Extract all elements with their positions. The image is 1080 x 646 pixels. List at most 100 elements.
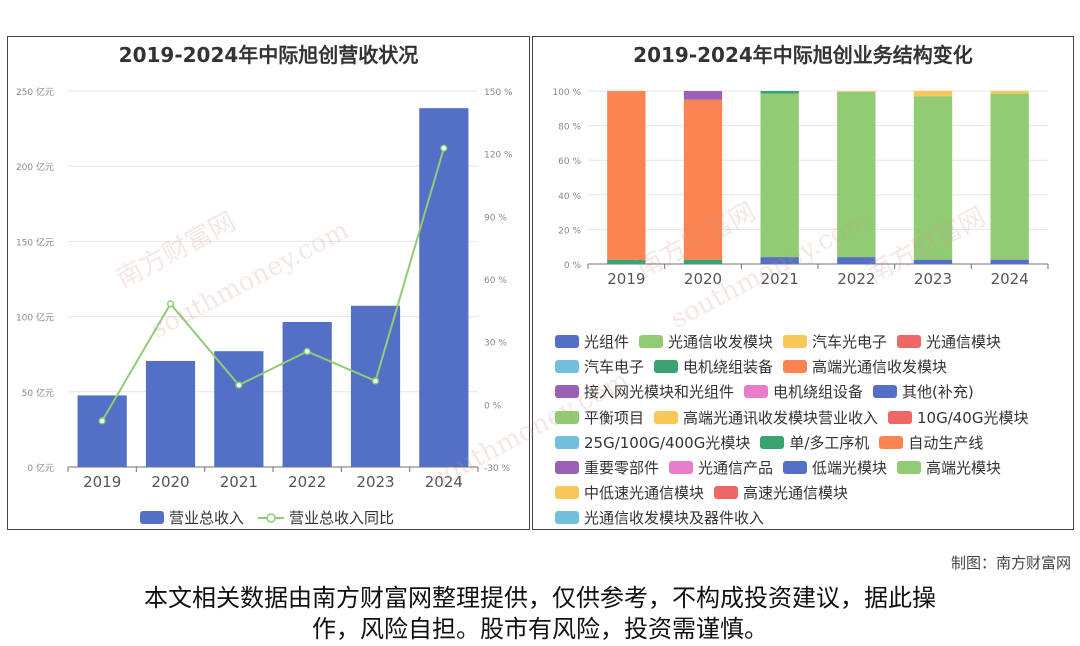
legend-swatch (897, 461, 921, 474)
legend-label: 光通信收发模块 (668, 333, 774, 351)
left-axis-tick-label: 50 亿元 (22, 387, 54, 399)
stacked-bar-segment (760, 257, 799, 264)
legend-item[interactable]: 重要零部件 (555, 457, 659, 478)
legend-swatch (744, 385, 768, 399)
legend-item[interactable]: 电机绕组装备 (654, 356, 773, 377)
revenue-bar (350, 305, 401, 467)
legend-swatch (555, 486, 579, 500)
legend-label: 单/多工序机 (789, 433, 870, 452)
legend-label: 光通信模块 (926, 333, 1002, 351)
stacked-bar-segment (837, 91, 876, 258)
left-axis-tick-label: 150 亿元 (16, 236, 54, 248)
legend-item[interactable]: 其他(补充) (873, 381, 974, 402)
legend-item[interactable]: 自动生产线 (879, 432, 983, 453)
legend-item[interactable]: 营业总收入同比 (258, 507, 394, 528)
right-axis-tick-label: -30 % (484, 464, 511, 474)
x-axis-tick-label: 2022 (288, 473, 326, 491)
legend-item[interactable]: 营业总收入 (140, 507, 244, 528)
y-axis-tick-label: 20 % (558, 226, 581, 236)
right-axis-tick-label: 0 % (484, 401, 502, 411)
stacked-bar-segment (990, 93, 1029, 260)
legend-label: 其他(补充) (902, 383, 974, 402)
legend-label: 高端光模块 (926, 459, 1002, 477)
x-axis-tick-label: 2019 (83, 473, 121, 491)
legend-item[interactable]: 电机绕组设备 (744, 381, 863, 402)
legend-item[interactable]: 高端光通信收发模块 (783, 356, 947, 377)
legend-item[interactable]: 平衡项目 (555, 407, 644, 428)
legend-swatch (760, 435, 785, 449)
y-axis-tick-label: 40 % (558, 192, 581, 202)
legend-item[interactable]: 10G/40G光模块 (888, 407, 1028, 428)
legend-label: 光通信收发模块及器件收入 (584, 509, 765, 528)
legend-item[interactable]: 光组件 (555, 331, 629, 352)
legend-item[interactable]: 光通信收发模块 (639, 331, 773, 352)
legend-swatch (897, 335, 921, 348)
legend-item[interactable]: 光通信模块 (897, 331, 1001, 352)
revenue-bar (214, 351, 264, 467)
legend-label: 电机绕组设备 (773, 383, 864, 402)
stacked-bar-segment (760, 93, 799, 258)
stacked-bar-segment (990, 259, 1029, 264)
stacked-bar-segment (607, 91, 646, 260)
x-axis-tick-label: 2023 (356, 473, 394, 491)
legend-item[interactable]: 光通信收发模块及器件收入 (555, 507, 764, 528)
legend-swatch (555, 511, 579, 525)
x-axis-tick-label: 2022 (837, 270, 875, 288)
legend-label: 高端光通讯收发模块营业收入 (683, 408, 879, 427)
x-axis-tick-label: 2024 (425, 473, 463, 491)
yoy-growth-point (303, 347, 311, 356)
legend-item[interactable]: 25G/100G/400G光模块 (555, 432, 750, 453)
legend-swatch (669, 461, 693, 474)
legend-label: 25G/100G/400G光模块 (584, 433, 751, 452)
legend-label: 汽车电子 (584, 358, 645, 377)
disclaimer-line-1: 本文相关数据由南方财富网整理提供，仅供参考，不构成投资建议，据此操 (144, 584, 936, 612)
structure-chart-svg: 0 % 20 % 40 % 60 % 80 % 100 % 2019 2020 2021 2022… (552, 88, 1049, 288)
stacked-bar-segment (913, 96, 953, 260)
legend-swatch (639, 335, 663, 348)
stacked-bar-segment (683, 99, 723, 260)
legend-swatch (555, 435, 579, 449)
x-axis-tick-label: 2019 (607, 270, 645, 288)
legend-label: 电机绕组装备 (683, 358, 774, 377)
legend-item[interactable]: 接入网光模块和光组件 (555, 381, 734, 402)
right-axis-tick-label: 120 % (484, 151, 513, 161)
legend-item[interactable]: 中低速光通信模块 (555, 482, 704, 503)
legend-item[interactable]: 高端光模块 (897, 457, 1001, 478)
x-axis-tick-label: 2021 (761, 270, 799, 288)
legend-item[interactable]: 汽车光电子 (783, 331, 887, 352)
stacked-bar-segment (683, 91, 723, 100)
legend-label: 低端光模块 (812, 459, 888, 477)
legend-item[interactable]: 汽车电子 (555, 356, 644, 377)
disclaimer-line-2: 作，风险自担。股市有风险，投资需谨慎。 (312, 615, 768, 643)
x-axis-tick-label: 2020 (151, 473, 189, 491)
legend-label: 高速光通信模块 (743, 484, 849, 503)
x-axis-tick-label: 2023 (914, 270, 952, 288)
yoy-growth-point (166, 300, 175, 308)
legend-swatch (555, 410, 579, 424)
right-axis-tick-label: 150 % (484, 88, 513, 98)
right-axis-tick-label: 60 % (484, 276, 507, 286)
revenue-chart-svg: 0 亿元 50 亿元 100 亿元 150 亿元 200 亿元 250 亿元 -30 % 0 … (16, 86, 513, 491)
legend-item[interactable]: 低端光模块 (783, 457, 887, 478)
x-axis-tick-label: 2024 (991, 270, 1029, 288)
legend-swatch (654, 360, 678, 374)
legend-item[interactable]: 光通信产品 (669, 457, 773, 478)
legend-item[interactable]: 高端光通讯收发模块营业收入 (654, 407, 878, 428)
revenue-bar (145, 360, 196, 467)
legend-item[interactable]: 单/多工序机 (760, 432, 869, 453)
legend-label: 接入网光模块和光组件 (584, 383, 735, 402)
legend-label: 汽车光电子 (812, 333, 888, 351)
stacked-bar-segment (837, 91, 876, 92)
revenue-bar (77, 395, 127, 467)
x-axis-tick-label: 2021 (220, 473, 258, 491)
stacked-bar-segment (837, 257, 876, 264)
revenue-chart-title: 2019-2024年中际旭创营收状况 (118, 43, 419, 67)
y-axis-tick-label: 0 % (564, 261, 582, 271)
legend-label: 高端光通信收发模块 (812, 358, 948, 377)
revenue-bar (282, 322, 332, 467)
legend-item[interactable]: 高速光通信模块 (714, 482, 848, 503)
stacked-bar-segment (760, 91, 799, 94)
legend-label: 中低速光通信模块 (584, 484, 705, 503)
stacked-bar-segment (990, 91, 1029, 94)
left-axis-tick-label: 200 亿元 (16, 161, 54, 173)
